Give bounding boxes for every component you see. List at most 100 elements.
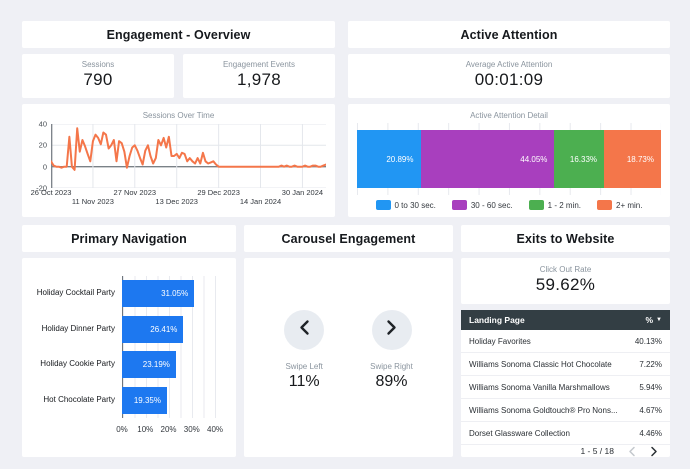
landing-page-name: Williams Sonoma Vanilla Marshmallows	[469, 382, 610, 392]
bar-category-label: Holiday Cookie Party	[40, 359, 115, 369]
bar-category-label: Hot Chocolate Party	[43, 394, 115, 404]
kpi-average-active-attention-label: Average Active Attention	[465, 60, 553, 69]
primary-navigation-chart: Holiday Cocktail Party 31.05% Holiday Di…	[22, 258, 236, 457]
kpi-sessions-value: 790	[83, 70, 113, 89]
swipe-left-label: Swipe Left	[285, 362, 323, 371]
column-percent-label: %	[645, 315, 654, 325]
bar-row-holiday-cocktail-party: Holiday Cocktail Party 31.05%	[30, 280, 222, 308]
active-attention-stacked-bar: 20.89% 44.05% 16.33% 18.73%	[357, 130, 661, 188]
carousel-engagement-title: Carousel Engagement	[244, 225, 453, 252]
carousel-engagement-body: Swipe Left 11% Swipe Right 89%	[244, 258, 453, 457]
x-tick-label: 27 Nov 2023	[113, 188, 157, 197]
bar-category-label: Holiday Dinner Party	[41, 323, 115, 333]
sessions-over-time-title: Sessions Over Time	[142, 111, 215, 120]
bar-holiday-dinner-party: 26.41%	[122, 315, 184, 343]
kpi-engagement-events: Engagement Events 1,978	[183, 54, 335, 98]
table-row: Williams Sonoma Vanilla Marshmallows 5.9…	[461, 376, 670, 399]
pagination-prev-button[interactable]	[628, 446, 636, 457]
x-tick-label: 40%	[207, 425, 224, 434]
landing-page-name: Williams Sonoma Goldtouch® Pro Nons...	[469, 405, 618, 415]
chevron-right-icon	[385, 319, 398, 341]
y-tick-label: -20	[36, 183, 47, 193]
legend-swatch-blue	[375, 200, 391, 210]
y-tick-label: 20	[38, 140, 47, 150]
kpi-engagement-events-label: Engagement Events	[222, 60, 296, 69]
sort-descending-icon: ▼	[656, 317, 662, 323]
sessions-over-time-chart: Sessions Over Time 40 20 0 -20 26 Oct 2023 2…	[22, 104, 335, 217]
x-tick-label: 11 Nov 2023	[71, 197, 114, 206]
active-attention-title: Active Attention	[348, 21, 670, 48]
legend-label: 1 - 2 min.	[547, 200, 582, 210]
kpi-sessions-label: Sessions	[81, 60, 115, 69]
chevron-right-icon	[651, 446, 657, 456]
panel-primary-navigation: Primary Navigation Holiday Cocktail Part…	[22, 225, 236, 457]
swipe-right-value: 89%	[375, 373, 408, 390]
segment-1-2-min: 16.33%	[554, 130, 605, 188]
sessions-y-axis: 40 20 0 -20	[31, 120, 51, 193]
chevron-left-icon	[629, 446, 635, 456]
kpi-average-active-attention-value: 00:01:09	[474, 70, 544, 89]
landing-page-percent: 4.46%	[639, 428, 662, 438]
landing-page-percent: 7.22%	[639, 359, 662, 369]
segment-2-plus-min: 18.73%	[604, 130, 661, 188]
legend-item-2-plus-min: 2+ min.	[597, 200, 642, 210]
bar-holiday-cocktail-party: 31.05%	[122, 280, 195, 308]
swipe-right-label: Swipe Right	[370, 362, 413, 371]
landing-page-percent: 5.94%	[639, 382, 662, 392]
pagination-range: 1 - 5 / 18	[580, 446, 614, 456]
swipe-right-group: Swipe Right 89%	[370, 310, 413, 391]
table-row: Williams Sonoma Goldtouch® Pro Nons... 4…	[461, 399, 670, 422]
swipe-right-button[interactable]	[371, 310, 412, 350]
legend-label: 2+ min.	[616, 200, 643, 210]
swipe-left-group: Swipe Left 11%	[284, 310, 325, 391]
primary-navigation-title: Primary Navigation	[22, 225, 236, 252]
kpi-average-active-attention: Average Active Attention 00:01:09	[348, 54, 670, 98]
segment-0-30-sec: 20.89%	[357, 130, 421, 188]
primary-navigation-x-axis: 0% 10% 20% 30% 40%	[116, 423, 224, 434]
kpi-click-out-rate: Click Out Rate 59.62%	[461, 258, 670, 304]
kpi-sessions: Sessions 790	[22, 54, 174, 98]
panel-engagement-overview: Engagement - Overview Sessions 790 Engag…	[22, 21, 335, 217]
legend-item-0-30-sec: 0 to 30 sec.	[375, 200, 436, 210]
chevron-left-icon	[298, 319, 311, 341]
panel-exits-to-website: Exits to Website Click Out Rate 59.62% L…	[461, 225, 670, 457]
legend-swatch-orange	[597, 200, 613, 210]
column-landing-page: Landing Page	[469, 315, 525, 325]
sessions-line-svg	[51, 124, 326, 188]
engagement-overview-title: Engagement - Overview	[22, 21, 335, 48]
legend-swatch-green	[528, 200, 544, 210]
panel-carousel-engagement: Carousel Engagement Swipe Left 11%	[244, 225, 453, 457]
legend-item-1-2-min: 1 - 2 min.	[528, 200, 582, 210]
x-tick-label: 13 Dec 2023	[155, 197, 198, 206]
table-row: Williams Sonoma Classic Hot Chocolate 7.…	[461, 353, 670, 376]
kpi-click-out-rate-value: 59.62%	[535, 275, 596, 294]
x-tick-label: 30%	[183, 425, 200, 434]
legend-item-30-60-sec: 30 - 60 sec.	[451, 200, 513, 210]
landing-page-percent: 4.67%	[639, 405, 662, 415]
sessions-x-axis-row2: 11 Nov 2023 13 Dec 2023 14 Jan 2024	[51, 197, 326, 206]
swipe-left-button[interactable]	[284, 310, 325, 350]
segment-30-60-sec: 44.05%	[420, 130, 555, 188]
active-attention-detail-chart: Active Attention Detail 20.89% 44.05% 16…	[348, 104, 670, 217]
table-pagination: 1 - 5 / 18	[461, 445, 670, 457]
landing-page-name: Dorset Glassware Collection	[469, 428, 570, 438]
landing-page-name: Holiday Favorites	[469, 336, 531, 346]
active-attention-legend: 0 to 30 sec. 30 - 60 sec. 1 - 2 min.	[357, 200, 661, 210]
bar-category-label: Holiday Cocktail Party	[36, 288, 115, 298]
landing-page-table: Landing Page % ▼ Holiday Favorites 40.13…	[461, 310, 670, 457]
x-tick-label: 26 Oct 2023	[30, 188, 72, 197]
panel-active-attention: Active Attention Average Active Attentio…	[348, 21, 670, 217]
table-row: Dorset Glassware Collection 4.46%	[461, 422, 670, 445]
bar-hot-chocolate-party: 19.35%	[122, 386, 167, 414]
x-tick-label: 14 Jan 2024	[239, 197, 282, 206]
bar-row-hot-chocolate-party: Hot Chocolate Party 19.35%	[30, 386, 222, 414]
pagination-next-button[interactable]	[650, 446, 658, 457]
x-tick-label: 20%	[160, 425, 177, 434]
kpi-click-out-rate-label: Click Out Rate	[539, 265, 592, 274]
column-percent-sort[interactable]: % ▼	[645, 315, 662, 325]
swipe-left-value: 11%	[288, 373, 320, 390]
x-tick-label: 0%	[116, 425, 128, 434]
exits-to-website-title: Exits to Website	[461, 225, 670, 252]
table-row: Holiday Favorites 40.13%	[461, 330, 670, 353]
